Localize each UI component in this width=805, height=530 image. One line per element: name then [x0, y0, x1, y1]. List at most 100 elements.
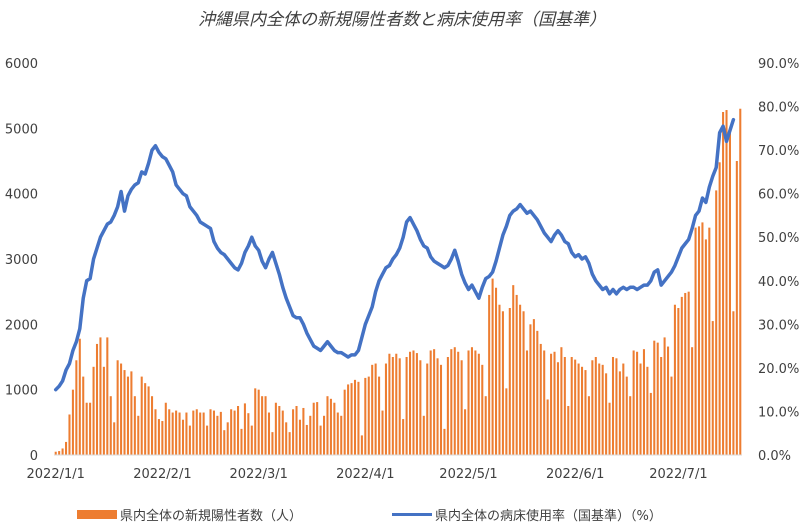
bar [437, 358, 439, 455]
bar [168, 409, 170, 455]
bar [622, 364, 624, 455]
bar [302, 408, 304, 455]
bar [536, 331, 538, 455]
bar [175, 411, 177, 455]
bar [326, 396, 328, 455]
bar [653, 341, 655, 455]
bar [664, 337, 666, 455]
bar [591, 360, 593, 455]
bar [584, 370, 586, 455]
bar [110, 396, 112, 455]
y-right-tick-label: 0.0% [758, 449, 791, 464]
bar [93, 367, 95, 455]
bar [127, 377, 129, 455]
bar [206, 426, 208, 455]
bar [179, 413, 181, 455]
bar [639, 364, 641, 455]
bar [106, 337, 108, 455]
bar [72, 390, 74, 455]
bar [523, 311, 525, 455]
bar [289, 432, 291, 455]
bar [58, 451, 60, 455]
bar [244, 403, 246, 455]
bar [502, 311, 504, 455]
bar [172, 413, 174, 455]
bar [203, 413, 205, 455]
legend-bar-swatch [77, 510, 117, 519]
bar [340, 416, 342, 455]
bar [677, 308, 679, 455]
bar [732, 311, 734, 455]
y-right-tick-label: 90.0% [758, 57, 799, 72]
bar [134, 396, 136, 455]
y-left-tick-label: 6000 [5, 57, 38, 72]
y-right-tick-label: 80.0% [758, 101, 799, 116]
x-tick-label: 2022/3/1 [230, 467, 288, 482]
bar [557, 362, 559, 455]
bar [86, 403, 88, 455]
bar [258, 390, 260, 455]
bar [605, 373, 607, 455]
bar [691, 347, 693, 455]
bar [729, 128, 731, 455]
bar [646, 367, 648, 455]
bar [216, 416, 218, 455]
bar [113, 422, 115, 455]
bar [323, 416, 325, 455]
bar [512, 285, 514, 455]
bar [385, 364, 387, 455]
bar [636, 352, 638, 455]
bar [526, 350, 528, 455]
bar [650, 393, 652, 455]
bar [708, 228, 710, 455]
bar [498, 305, 500, 455]
bar [130, 371, 132, 455]
bar [261, 396, 263, 455]
bar [574, 360, 576, 455]
bar [443, 429, 445, 455]
bar [333, 403, 335, 455]
bar [553, 352, 555, 455]
bar [684, 293, 686, 455]
bar [725, 110, 727, 455]
x-tick-label: 2022/7/1 [649, 467, 707, 482]
bar [736, 161, 738, 455]
legend-bar-label: 県内全体の新規陽性者数（人） [120, 508, 302, 524]
bar [450, 349, 452, 455]
bar [550, 354, 552, 455]
y-right-tick-label: 20.0% [758, 362, 799, 377]
bar [213, 411, 215, 455]
bar [516, 295, 518, 455]
bar [430, 350, 432, 455]
bar [454, 347, 456, 455]
bar [120, 364, 122, 455]
bar [705, 239, 707, 455]
bar [406, 357, 408, 455]
bar [581, 367, 583, 455]
y-right-tick-label: 40.0% [758, 275, 799, 290]
bar [285, 422, 287, 455]
bar [529, 324, 531, 455]
bar [275, 403, 277, 455]
bar [361, 435, 363, 455]
bar [381, 411, 383, 455]
bar [739, 109, 741, 455]
bar [192, 411, 194, 455]
bar [292, 409, 294, 455]
bar [199, 413, 201, 455]
bar [388, 354, 390, 455]
bar [316, 402, 318, 455]
bar [416, 353, 418, 455]
y-left-tick-label: 5000 [5, 122, 38, 137]
bar [306, 425, 308, 455]
y-right-tick-label: 10.0% [758, 405, 799, 420]
bar [230, 409, 232, 455]
bar [540, 344, 542, 455]
x-tick-label: 2022/1/1 [27, 467, 85, 482]
bar [354, 380, 356, 455]
bar [330, 399, 332, 455]
bar [399, 358, 401, 455]
bar [485, 396, 487, 455]
